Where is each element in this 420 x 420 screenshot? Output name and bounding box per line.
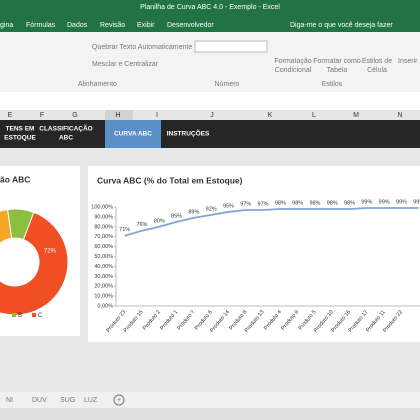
nav-item[interactable]: ESTOQUE	[4, 135, 36, 142]
sheet-tabs	[0, 392, 420, 408]
conditional-format[interactable]: Formatação	[274, 58, 311, 65]
add-sheet-icon[interactable]: +	[117, 397, 121, 404]
data-label: 76%	[136, 222, 147, 228]
data-label: 95%	[223, 203, 234, 209]
group-label: Número	[215, 81, 240, 88]
merge-center[interactable]: Mesclar e Centralizar	[92, 61, 159, 68]
group-label: Estilos	[322, 81, 343, 88]
nav-item[interactable]: CLASSIFICAÇÃO	[39, 124, 92, 133]
y-tick-label: 30,00%	[94, 274, 113, 280]
data-label: 98%	[275, 200, 286, 206]
data-label: 92%	[206, 206, 217, 212]
data-label: 99%	[361, 199, 372, 205]
data-label: 85%	[171, 213, 182, 219]
nav-item[interactable]: ABC	[59, 135, 73, 142]
data-label: 97%	[240, 201, 251, 207]
column-header: F	[40, 112, 44, 119]
chart-title: ão ABC	[0, 174, 30, 184]
ribbon-tab[interactable]: Revisão	[100, 22, 125, 29]
y-tick-label: 70,00%	[94, 234, 113, 240]
number-format[interactable]	[194, 40, 268, 53]
legend-swatch	[32, 313, 36, 317]
group-label: Alinhamento	[78, 81, 117, 88]
y-tick-label: 100,00%	[91, 204, 113, 210]
column-header: I	[156, 112, 158, 119]
column-header: G	[72, 112, 77, 119]
y-tick-label: 90,00%	[94, 214, 113, 220]
nav-item[interactable]: CURVA ABC	[114, 131, 152, 138]
data-label: 80%	[154, 218, 165, 224]
data-label: 98%	[344, 200, 355, 206]
column-header: E	[8, 112, 13, 119]
ribbon-tab[interactable]: gina	[0, 22, 13, 29]
column-headers	[0, 110, 420, 120]
column-header: M	[353, 112, 359, 119]
y-tick-label: 40,00%	[94, 264, 113, 270]
donut-slice	[0, 211, 69, 316]
y-tick-label: 20,00%	[94, 284, 113, 290]
y-tick-label: 0,00%	[97, 303, 113, 309]
data-label: 98%	[309, 200, 320, 206]
column-header: K	[268, 112, 273, 119]
wrap-text[interactable]: Quebrar Texto Automaticamente	[92, 44, 192, 51]
format-table[interactable]: Formatar como	[313, 58, 361, 65]
formula-bar	[0, 92, 420, 112]
sheet-tab[interactable]: LUZ	[84, 397, 98, 404]
search-box[interactable]: Diga-me o que você deseja fazer	[290, 22, 393, 29]
y-tick-label: 50,00%	[94, 254, 113, 260]
cell-styles[interactable]: Célula	[367, 67, 387, 74]
y-tick-label: 60,00%	[94, 244, 113, 250]
data-label: 71%	[119, 227, 130, 233]
insert[interactable]: Inserir	[398, 58, 418, 65]
data-label: 98%	[327, 200, 338, 206]
add-sheet[interactable]	[113, 394, 125, 406]
chart-title: Curva ABC (% do Total em Estoque)	[97, 175, 243, 185]
title-bar	[0, 0, 420, 32]
y-tick-label: 10,00%	[94, 294, 113, 300]
data-label: 99%	[413, 199, 420, 205]
conditional-format[interactable]: Condicional	[275, 67, 312, 74]
line-card	[88, 166, 420, 342]
sheet-tab[interactable]: NI	[6, 397, 13, 404]
column-header: J	[210, 112, 214, 119]
selected-column	[105, 110, 133, 120]
sheet-tab[interactable]: SUG	[60, 397, 75, 404]
nav-item[interactable]: TENS EM	[6, 126, 35, 133]
ribbon-tab[interactable]: Fórmulas	[26, 22, 56, 29]
nav-bar	[0, 120, 420, 148]
nav-active	[105, 120, 161, 148]
ribbon-tab[interactable]: Dados	[67, 22, 88, 29]
data-label: 99%	[396, 199, 407, 205]
nav-item[interactable]: INSTRUÇÕES	[167, 129, 210, 138]
column-header: H	[115, 112, 120, 119]
data-label: 72%	[44, 249, 57, 255]
cell-styles[interactable]: Estilos de	[362, 58, 392, 65]
legend-label: C	[38, 313, 43, 319]
format-table[interactable]: Tabela	[327, 67, 348, 74]
legend-swatch	[12, 313, 16, 317]
data-label: 89%	[188, 209, 199, 215]
ribbon-tab[interactable]: Exibir	[137, 22, 155, 29]
status-bar	[0, 408, 420, 420]
y-tick-label: 80,00%	[94, 224, 113, 230]
data-label: 97%	[258, 201, 269, 207]
data-label: 99%	[379, 199, 390, 205]
line-series	[124, 207, 419, 237]
column-header: L	[312, 112, 316, 119]
window-title: Planilha de Curva ABC 4.0 - Exemplo - Ex…	[140, 4, 280, 11]
sheet-tab[interactable]: DUV	[32, 397, 47, 404]
column-header: N	[397, 112, 402, 119]
data-label: 98%	[292, 200, 303, 206]
ribbon-tab[interactable]: Desenvolvedor	[167, 22, 214, 29]
legend-label: B	[18, 313, 22, 319]
